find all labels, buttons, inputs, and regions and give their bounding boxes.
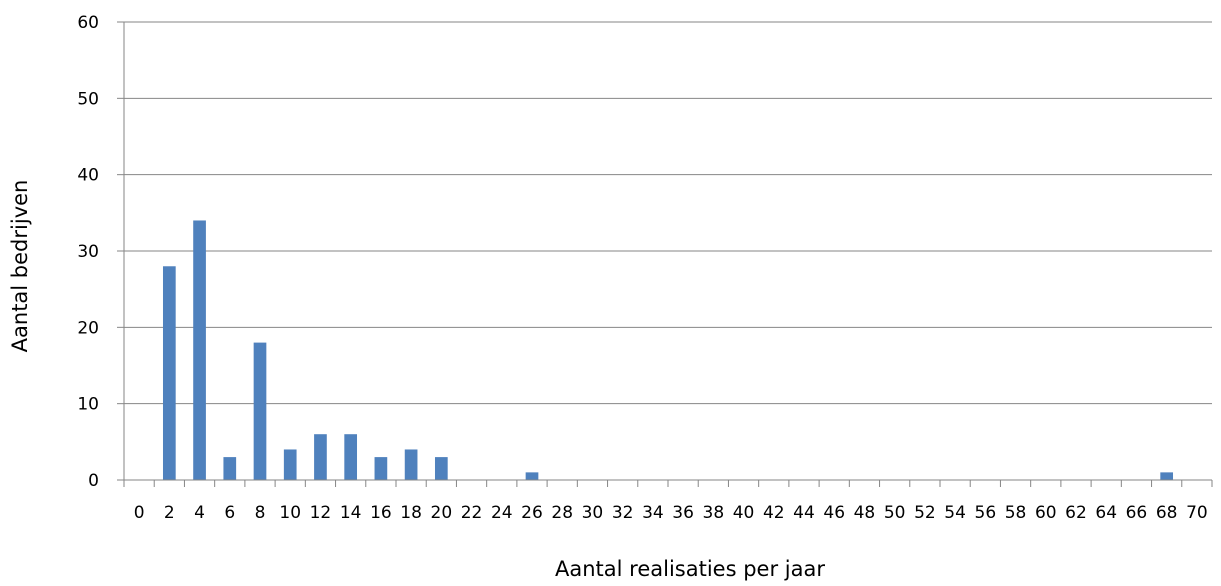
x-tick-label: 6 xyxy=(224,503,235,523)
bar xyxy=(162,266,176,480)
y-tick-label: 50 xyxy=(77,89,99,109)
x-tick-label: 34 xyxy=(642,503,664,523)
x-tick-label: 32 xyxy=(612,503,634,523)
bar xyxy=(344,434,358,480)
bar xyxy=(283,449,297,480)
x-tick-label: 58 xyxy=(1005,503,1027,523)
x-tick-label: 28 xyxy=(551,503,573,523)
x-tick-label: 26 xyxy=(521,503,543,523)
bars xyxy=(162,220,1174,480)
x-axis-title: Aantal realisaties per jaar xyxy=(555,557,825,581)
gridlines xyxy=(124,21,1212,405)
x-tick-label: 50 xyxy=(884,503,906,523)
x-tick-label: 52 xyxy=(914,503,936,523)
x-tick-label: 66 xyxy=(1126,503,1148,523)
x-tick-label: 20 xyxy=(431,503,453,523)
x-tick-label: 22 xyxy=(461,503,483,523)
y-tick-label: 0 xyxy=(88,471,99,491)
axes xyxy=(117,21,1213,487)
y-axis-title: Aantal bedrijven xyxy=(8,180,32,353)
x-tick-label: 56 xyxy=(975,503,997,523)
bar xyxy=(525,472,539,480)
x-tick-labels: 0 2 4 6 8 10 12 14 16 18 20 22 24 26 28 30 32 34 36 38 40 42 4… xyxy=(134,503,1208,523)
x-tick-label: 60 xyxy=(1035,503,1057,523)
x-tick-label: 64 xyxy=(1095,503,1117,523)
x-tick-label: 44 xyxy=(793,503,815,523)
x-tick-label: 16 xyxy=(370,503,392,523)
x-tick-label: 38 xyxy=(703,503,725,523)
x-tick-label: 30 xyxy=(582,503,604,523)
y-tick-label: 60 xyxy=(77,13,99,33)
x-tick-label: 4 xyxy=(194,503,205,523)
x-tick-label: 70 xyxy=(1186,503,1208,523)
x-tick-label: 18 xyxy=(400,503,422,523)
x-tick-label: 10 xyxy=(279,503,301,523)
x-tick-label: 8 xyxy=(255,503,266,523)
x-tick-label: 42 xyxy=(763,503,785,523)
x-tick-label: 54 xyxy=(944,503,966,523)
x-tick-label: 12 xyxy=(310,503,332,523)
x-tick-label: 0 xyxy=(134,503,145,523)
x-tick-label: 40 xyxy=(733,503,755,523)
x-tick-label: 68 xyxy=(1156,503,1178,523)
y-tick-labels: 0 10 20 30 40 50 60 xyxy=(77,13,99,491)
bar xyxy=(223,457,237,480)
x-tick-label: 48 xyxy=(854,503,876,523)
bar xyxy=(193,220,206,480)
y-tick-label: 30 xyxy=(77,242,99,262)
x-tick-label: 24 xyxy=(491,503,513,523)
x-tick-label: 62 xyxy=(1065,503,1087,523)
x-tick-label: 46 xyxy=(823,503,845,523)
y-tick-label: 40 xyxy=(77,166,99,186)
bar xyxy=(404,449,418,480)
bar xyxy=(253,342,267,480)
x-tick-label: 14 xyxy=(340,503,362,523)
bar xyxy=(434,457,448,480)
bar xyxy=(314,434,327,480)
x-tick-label: 2 xyxy=(164,503,175,523)
bar xyxy=(1160,472,1174,480)
y-tick-label: 20 xyxy=(77,318,99,338)
y-tick-label: 10 xyxy=(77,395,99,415)
bar xyxy=(374,457,388,480)
x-tick-label: 36 xyxy=(672,503,694,523)
